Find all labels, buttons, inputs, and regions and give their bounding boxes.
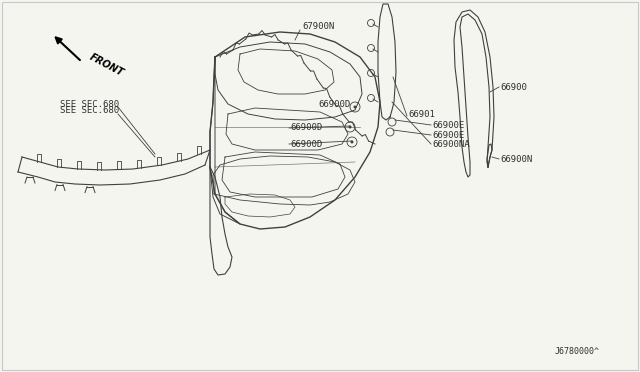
Text: 66900D: 66900D <box>290 122 323 131</box>
Text: FRONT: FRONT <box>88 52 125 78</box>
Text: 66901: 66901 <box>408 109 435 119</box>
Circle shape <box>353 106 356 109</box>
Text: 66900E: 66900E <box>432 131 464 140</box>
Text: 66900D: 66900D <box>318 99 350 109</box>
Text: 66900N: 66900N <box>500 154 532 164</box>
Text: 66900: 66900 <box>500 83 527 92</box>
Text: SEE SEC.680: SEE SEC.680 <box>60 106 119 115</box>
Text: 66900E: 66900E <box>432 121 464 129</box>
Text: SEE SEC.680: SEE SEC.680 <box>60 99 119 109</box>
Text: 66900NA: 66900NA <box>432 140 470 148</box>
Circle shape <box>351 141 353 144</box>
Text: J6780000^: J6780000^ <box>555 347 600 356</box>
Circle shape <box>349 125 351 128</box>
Text: 66900D: 66900D <box>290 140 323 148</box>
Text: 67900N: 67900N <box>302 22 334 31</box>
